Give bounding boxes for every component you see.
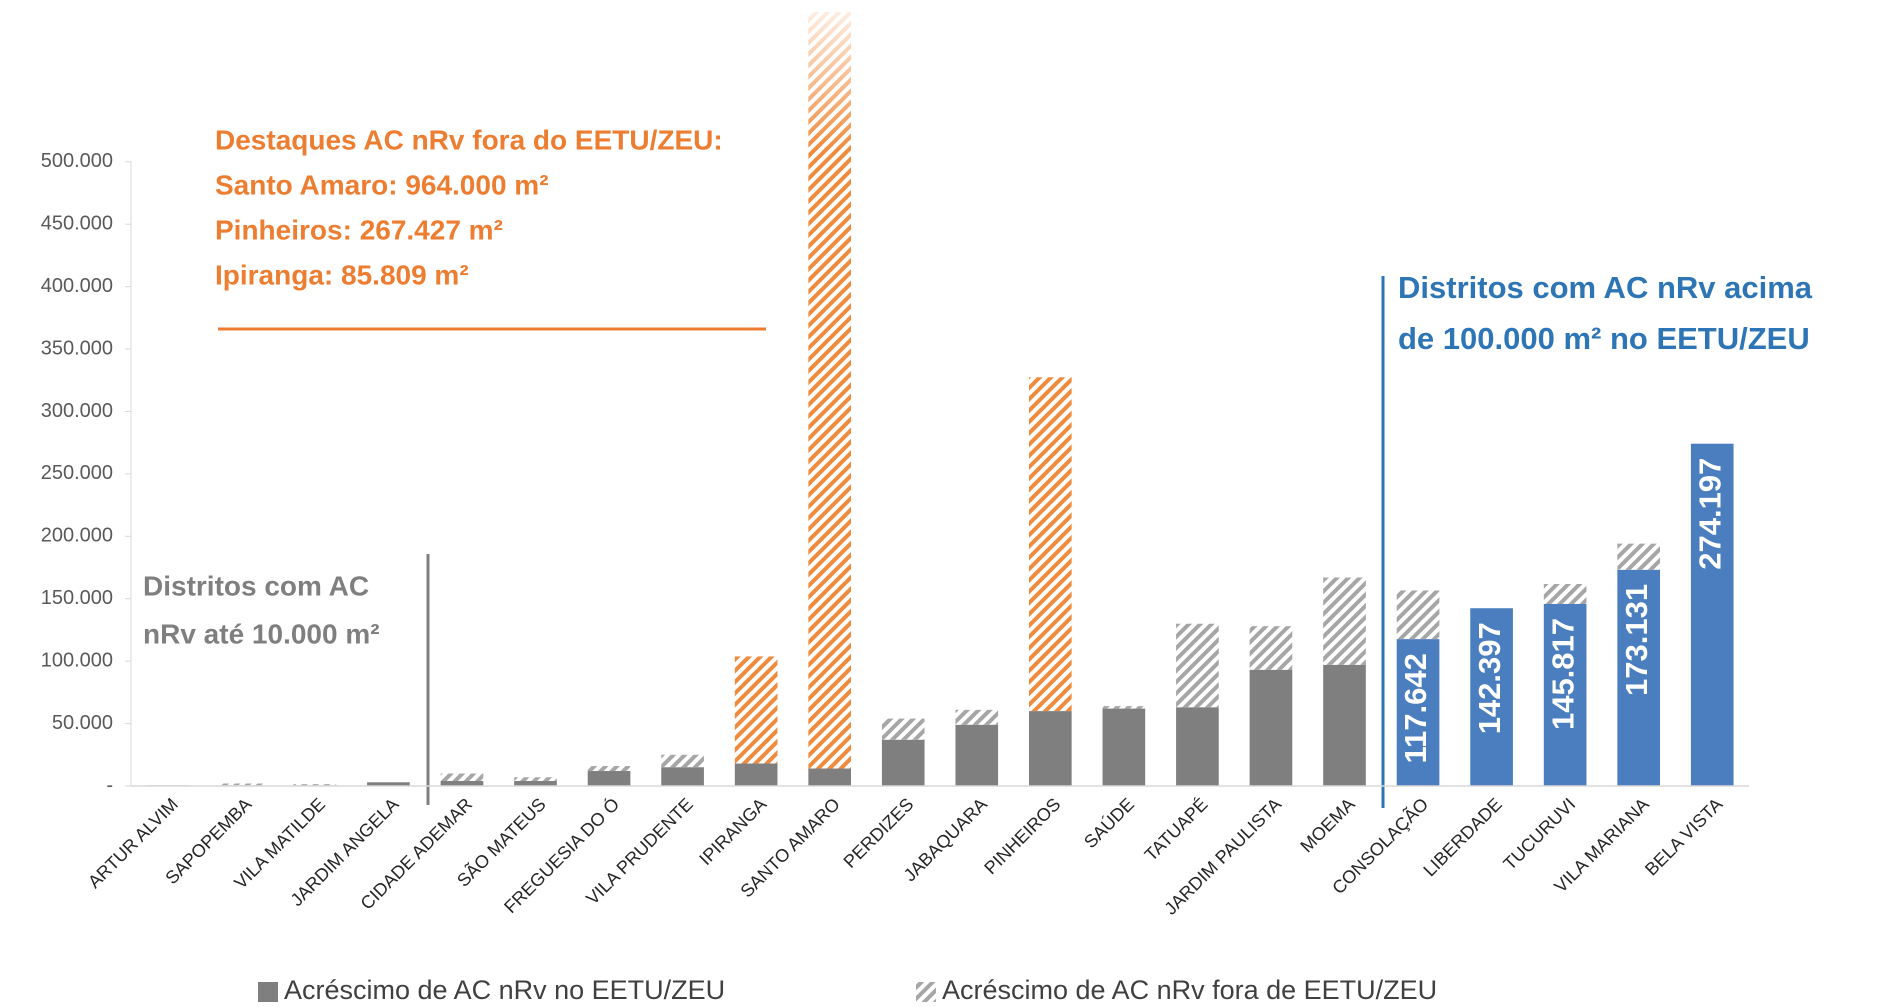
bar-segment (1323, 577, 1366, 665)
value-label: 117.642 (1398, 653, 1433, 763)
y-tick-label: 150.000 (41, 587, 113, 609)
value-label: 145.817 (1545, 618, 1580, 730)
bar-segment (1028, 377, 1072, 712)
value-label: 142.397 (1472, 622, 1507, 734)
y-tick-label: 200.000 (41, 525, 113, 547)
bar-segment (808, 768, 852, 786)
bar-segment (367, 782, 410, 786)
y-tick-label: 250.000 (41, 462, 113, 484)
bar-segment (514, 781, 557, 786)
annotation: Destaques AC nRv fora do EETU/ZEU: (215, 124, 723, 155)
legend-label: Acréscimo de AC nRv no EETU/ZEU (284, 975, 725, 1005)
bar-segment (1396, 590, 1440, 640)
x-tick-label: IPIRANGA (695, 794, 770, 869)
bar-segment (955, 724, 999, 786)
bar-segment (881, 739, 925, 786)
bar-segment (1176, 623, 1219, 708)
legend-swatch (916, 982, 936, 1002)
x-tick-label: PINHEIROS (980, 794, 1064, 878)
bar-segment (1543, 583, 1587, 604)
annotation: Distritos com AC nRv acima (1398, 270, 1813, 305)
y-tick-label: 300.000 (41, 400, 113, 422)
bar-segment (1543, 603, 1587, 786)
bar-segment (1323, 664, 1366, 786)
bar-segment (1102, 706, 1146, 709)
bar-segment (587, 771, 631, 786)
y-tick-label: 350.000 (41, 337, 113, 359)
bar-segment (1690, 443, 1734, 786)
fade (780, 12, 880, 152)
y-tick-label: 500.000 (41, 150, 113, 172)
x-tick-label: SAÚDE (1079, 793, 1138, 852)
x-tick-label: BELA VISTA (1641, 794, 1726, 879)
legend-swatch (258, 982, 278, 1002)
x-tick-label: TATUAPÉ (1141, 794, 1212, 865)
annotation: nRv até 10.000 m² (143, 618, 380, 649)
y-tick-label: 400.000 (41, 275, 113, 297)
y-tick-label: 50.000 (52, 712, 113, 734)
bar-segment (1396, 639, 1440, 786)
annotation: Distritos com AC (143, 570, 369, 601)
bar-segment (1102, 708, 1146, 786)
bar-segment (1617, 569, 1661, 786)
annotation: Ipiranga: 85.809 m² (215, 259, 469, 290)
bar-segment (440, 781, 484, 786)
bar-segment (1176, 707, 1219, 786)
bar-segment (661, 767, 704, 786)
bar-segment (440, 773, 484, 782)
bar-segment (881, 718, 925, 740)
bar-segment (734, 656, 778, 764)
bar-segment (293, 784, 337, 786)
x-tick-label: TUCURUVI (1499, 794, 1579, 874)
value-label: 274.197 (1692, 458, 1727, 570)
plot-area (146, 12, 1734, 786)
x-tick-label: PERDIZES (840, 794, 918, 872)
legend-label: Acréscimo de AC nRv fora de EETU/ZEU (942, 975, 1437, 1005)
bar-segment (587, 766, 631, 772)
bar-segment (734, 763, 778, 786)
bar-segment (219, 783, 263, 786)
bar-segment (1617, 543, 1661, 570)
x-tick-label: MOEMA (1296, 794, 1358, 856)
y-tick-label: 450.000 (41, 213, 113, 235)
bar-segment (1249, 626, 1293, 670)
y-tick-label: - (106, 774, 113, 796)
x-tick-label: LIBERDADE (1419, 794, 1505, 880)
bar-segment (1249, 669, 1293, 786)
bar-segment (514, 777, 557, 782)
y-tick-label: 100.000 (41, 649, 113, 671)
annotation: Pinheiros: 267.427 m² (215, 214, 503, 245)
bar-segment (661, 754, 704, 768)
bar-segment (955, 709, 999, 725)
value-label: 173.131 (1619, 584, 1654, 696)
bar-segment (1028, 711, 1072, 786)
annotation: Santo Amaro: 964.000 m² (215, 169, 549, 200)
bar-segment (1470, 608, 1513, 786)
annotation: de 100.000 m² no EETU/ZEU (1398, 321, 1810, 356)
